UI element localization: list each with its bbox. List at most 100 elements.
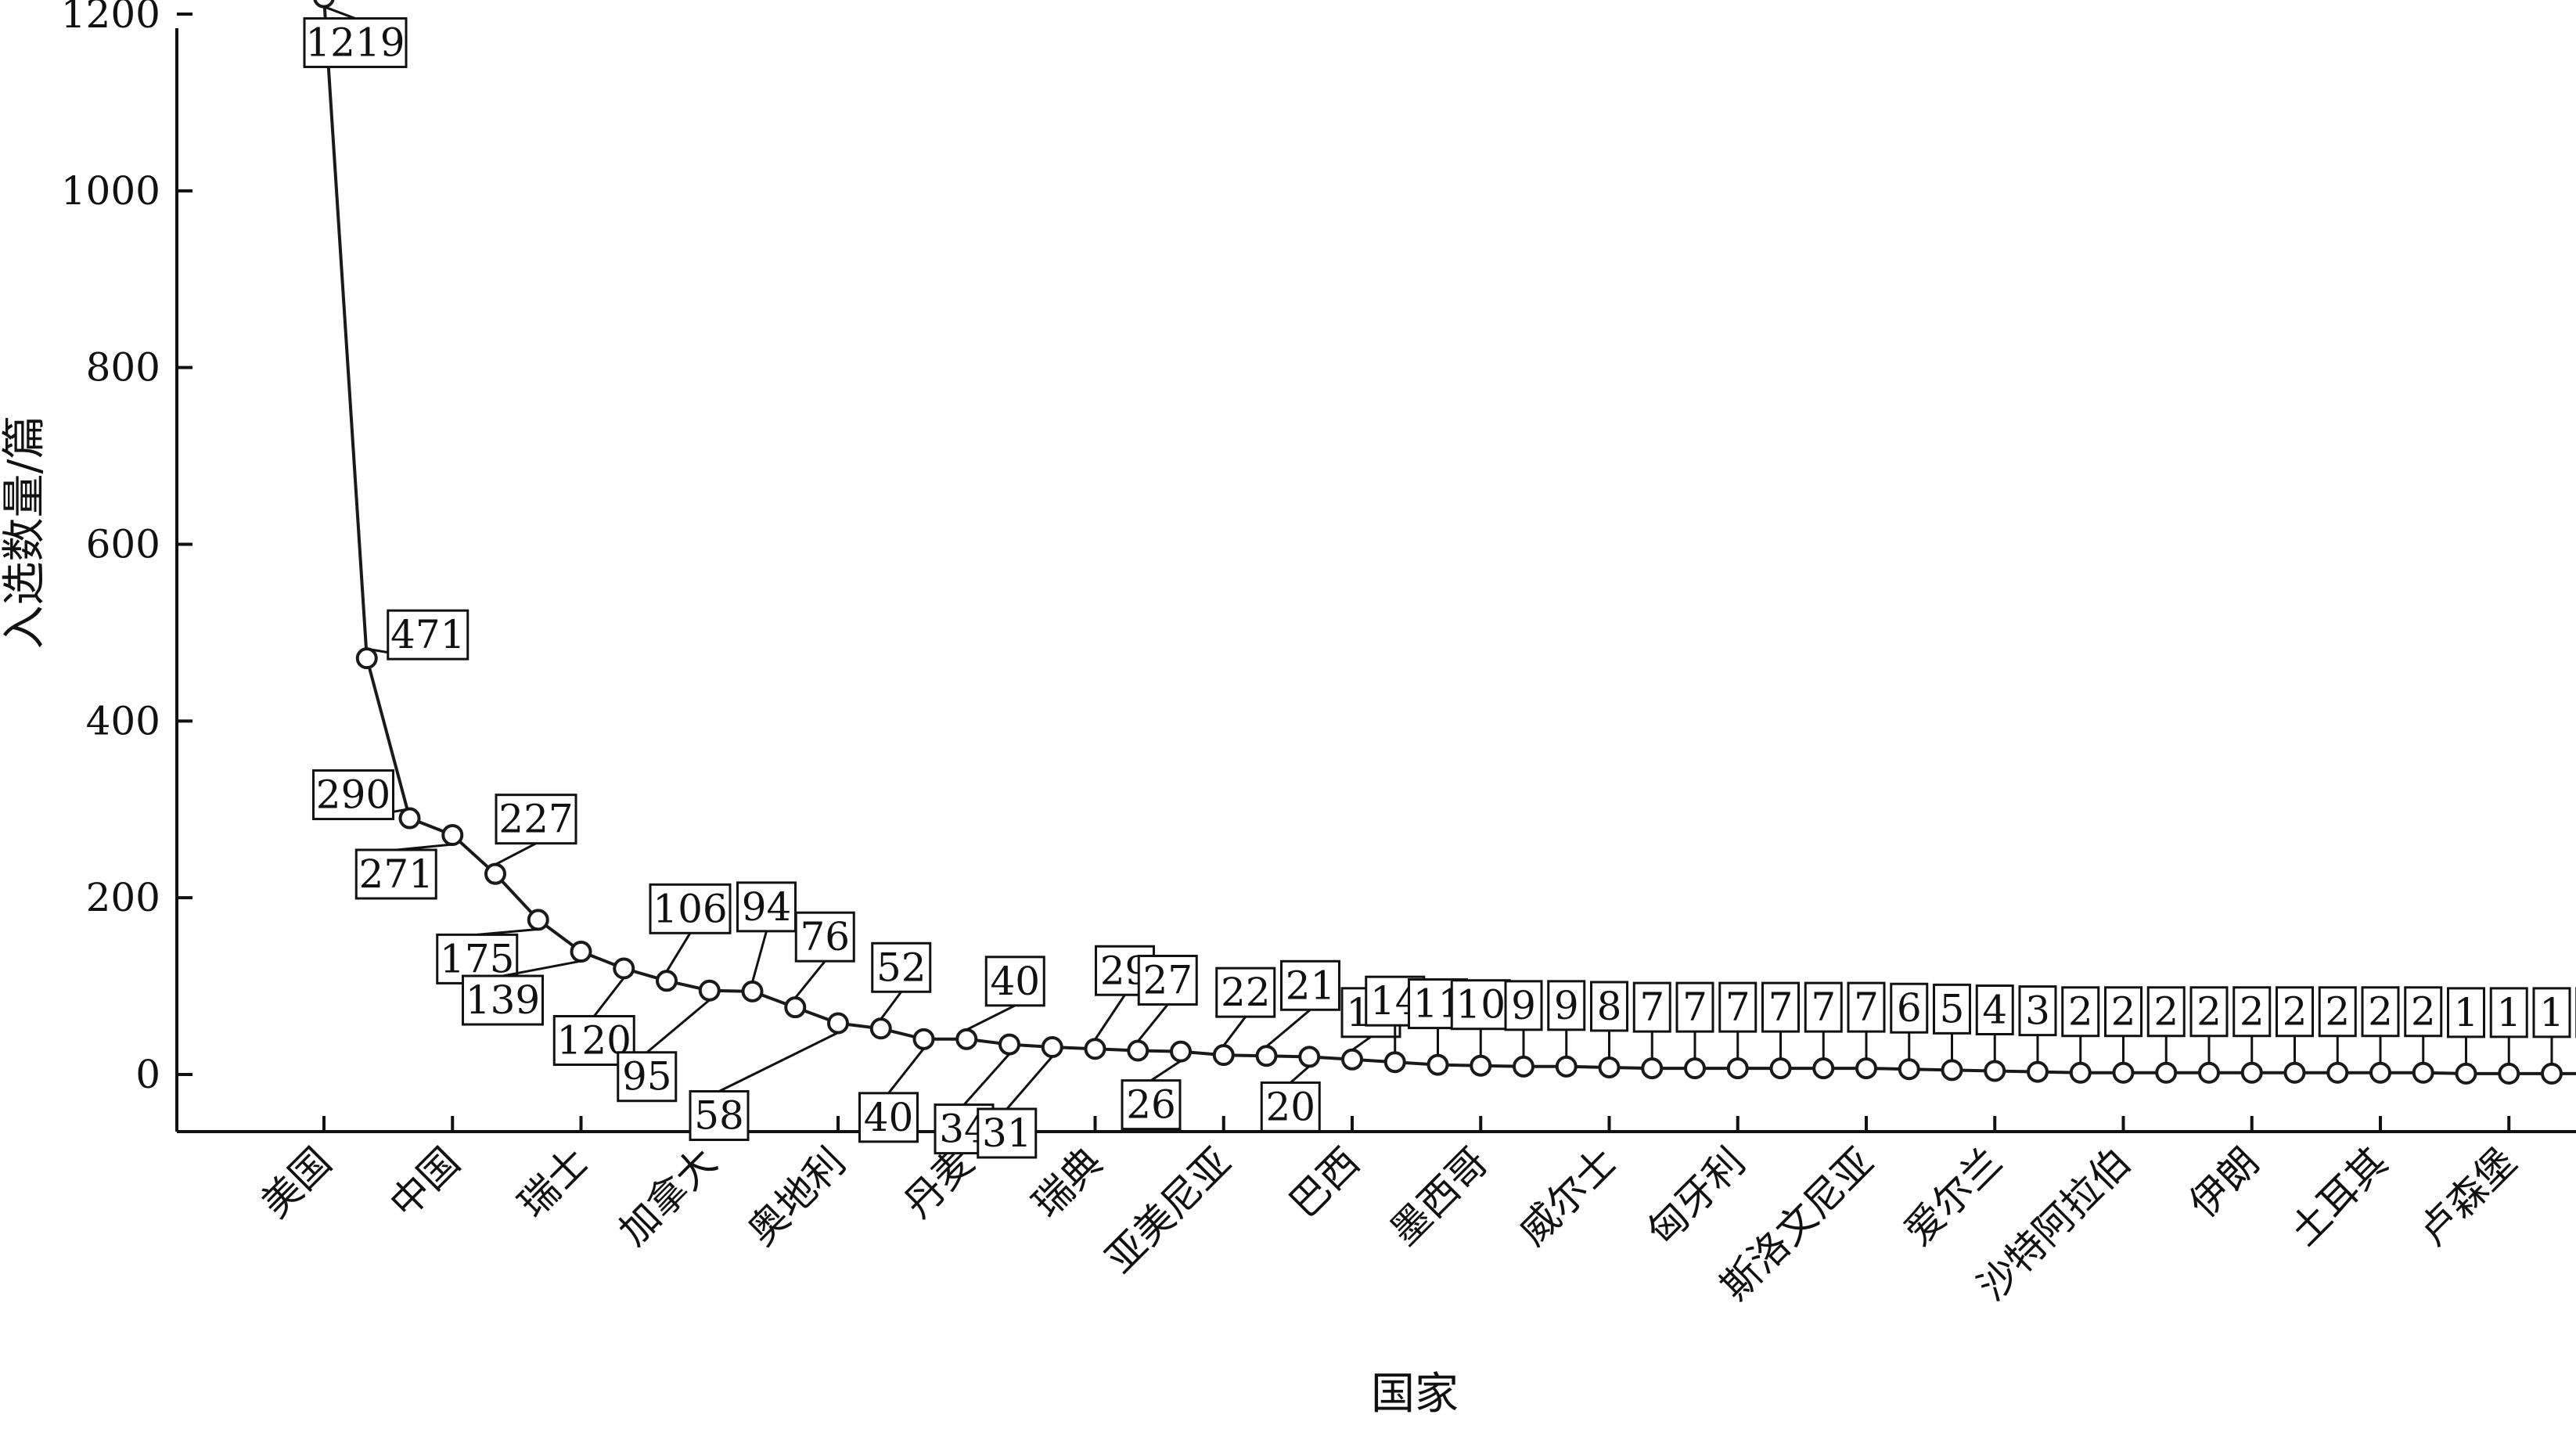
data-label-text: 7 — [1639, 984, 1664, 1030]
data-label-text: 2 — [2240, 989, 2265, 1035]
data-label-box — [858, 1092, 919, 1143]
data-point — [2112, 1061, 2135, 1084]
data-label: 26 — [1121, 1060, 1182, 1131]
data-label: 271 — [354, 843, 453, 900]
data-label-text: 2 — [2411, 989, 2436, 1035]
data-label-box — [736, 881, 797, 933]
data-point — [827, 1012, 849, 1035]
data-point — [955, 1028, 978, 1050]
x-tick-label: 墨西哥 — [1382, 1139, 1497, 1254]
data-label-box — [2361, 986, 2400, 1038]
data-label-text: 2 — [2325, 989, 2350, 1035]
data-label-leader — [966, 1004, 1016, 1031]
data-label-text: 7 — [1725, 984, 1750, 1030]
data-label-text: 58 — [694, 1093, 744, 1139]
data-label-box — [2532, 987, 2571, 1038]
data-label-text: 7 — [1768, 984, 1793, 1030]
data-point — [784, 996, 807, 1019]
data-label-box — [984, 956, 1045, 1007]
data-point — [2155, 1061, 2178, 1084]
x-tick-label: 伊朗 — [2181, 1139, 2268, 1226]
data-label-leader — [751, 930, 768, 983]
data-label-leader — [1094, 994, 1126, 1041]
data-label: 7 — [1761, 981, 1800, 1060]
data-label: 95 — [617, 999, 711, 1103]
data-point — [527, 909, 549, 931]
data-point — [398, 807, 421, 830]
data-label: 9 — [1504, 980, 1543, 1057]
data-label: 94 — [736, 881, 797, 983]
x-tick-label: 匈牙利 — [1639, 1139, 1754, 1254]
data-label-box — [794, 911, 855, 963]
data-label: 139 — [462, 959, 581, 1026]
data-label: 2 — [2232, 986, 2272, 1064]
y-tick-label: 400 — [86, 698, 160, 743]
data-label-text: 290 — [316, 772, 390, 818]
data-point — [1513, 1055, 1534, 1078]
data-label: 471 — [366, 609, 470, 661]
data-label: 9 — [1547, 980, 1586, 1057]
data-label-text: 52 — [876, 945, 926, 990]
data-label-text: 20 — [1265, 1084, 1315, 1129]
x-tick-label: 威尔士 — [1510, 1139, 1625, 1254]
data-label-box — [1504, 980, 1543, 1031]
data-point — [1170, 1040, 1192, 1063]
data-label-text: 76 — [800, 914, 850, 959]
data-label-text: 26 — [1126, 1082, 1176, 1128]
data-label-text: 7 — [1811, 984, 1836, 1030]
data-point — [2369, 1061, 2391, 1084]
data-label-text: 94 — [742, 884, 792, 930]
data-label: 2 — [2276, 986, 2314, 1064]
data-label: 290 — [312, 769, 410, 821]
data-label-box — [387, 609, 470, 661]
data-point — [912, 1028, 935, 1050]
data-label-leader — [887, 1047, 925, 1094]
data-label: 4 — [1975, 984, 2014, 1062]
data-label-text: 6 — [1897, 985, 1922, 1031]
data-label: 7 — [1718, 981, 1758, 1060]
data-label-leader — [1265, 1009, 1311, 1048]
data-label-box — [2232, 986, 2272, 1038]
data-label: 40 — [966, 956, 1045, 1031]
data-label-text: 2 — [2283, 989, 2308, 1035]
data-label-leader — [495, 842, 537, 866]
data-point — [1041, 1035, 1063, 1058]
data-point — [2240, 1061, 2263, 1084]
data-point — [441, 823, 464, 846]
data-label: 21 — [1265, 959, 1340, 1048]
data-label-text: 2 — [2111, 989, 2136, 1035]
data-label-box — [1890, 982, 1929, 1034]
x-tick-label: 中国 — [381, 1139, 469, 1226]
data-label: 2 — [2189, 986, 2229, 1064]
data-label-box — [2404, 986, 2443, 1038]
data-label-leader — [1222, 1016, 1247, 1047]
data-label-box — [1547, 980, 1586, 1031]
x-tick-label: 爱尔兰 — [1896, 1139, 2011, 1254]
data-label-leader — [880, 991, 902, 1020]
data-label-box — [1590, 981, 1628, 1032]
data-label: 1219 — [303, 5, 408, 69]
data-point — [355, 647, 378, 670]
data-label-box — [617, 1051, 678, 1103]
data-point — [741, 980, 764, 1002]
data-label-text: 22 — [1221, 970, 1271, 1015]
data-label-box — [312, 769, 394, 821]
data-label-box — [354, 848, 437, 900]
data-point — [2498, 1062, 2520, 1085]
data-label-box — [2489, 987, 2528, 1038]
data-label-box — [977, 1107, 1038, 1159]
data-label-box — [495, 794, 577, 845]
data-point — [1555, 1055, 1578, 1078]
y-tick-label: 600 — [86, 522, 160, 567]
data-label: 7 — [1632, 981, 1671, 1060]
data-label-box — [1280, 959, 1340, 1011]
data-labels: 1219471290271227175139120106959476585240… — [303, 5, 2576, 1159]
data-label-box — [462, 974, 544, 1026]
data-label: 5 — [1933, 983, 1971, 1061]
data-point — [698, 979, 721, 1002]
data-point — [998, 1033, 1020, 1056]
data-label-text: 7 — [1682, 984, 1707, 1030]
data-point — [2326, 1061, 2349, 1084]
data-point — [1255, 1045, 1278, 1067]
data-label-text: 4 — [1982, 987, 2007, 1032]
